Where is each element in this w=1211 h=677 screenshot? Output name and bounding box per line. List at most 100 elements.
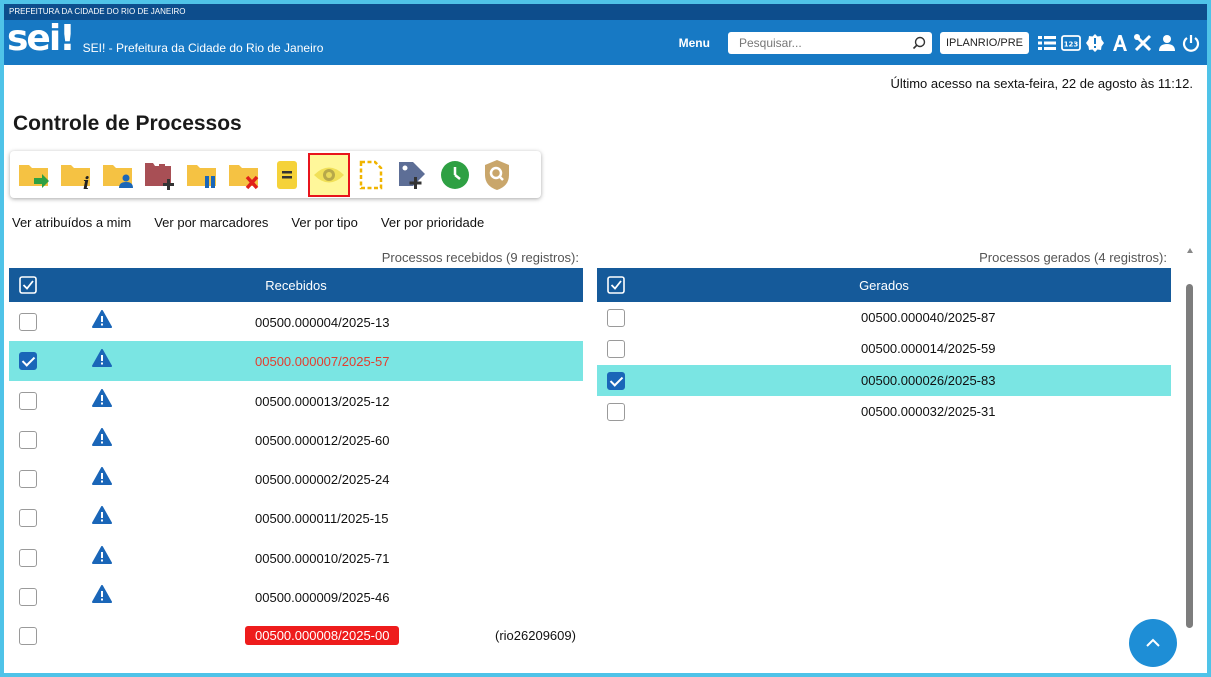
assignee-label[interactable]: (rio26209609)	[495, 628, 576, 644]
search-placeholder: Pesquisar...	[738, 35, 802, 50]
deadline-control-button[interactable]	[434, 154, 476, 196]
warning-icon[interactable]	[92, 585, 112, 604]
unit-selector-button[interactable]: IPLANRIO/PRE	[939, 31, 1029, 54]
row-checkbox[interactable]	[19, 313, 37, 331]
warning-icon[interactable]	[92, 427, 112, 446]
last-access-text: Último acesso na sexta-feira, 22 de agos…	[890, 76, 1193, 91]
row-checkbox[interactable]	[19, 430, 37, 449]
eye-icon	[314, 167, 344, 182]
send-process-button[interactable]	[14, 154, 56, 196]
back-to-top-button[interactable]	[1129, 619, 1177, 667]
scroll-up-arrow[interactable]	[1187, 248, 1193, 253]
table-row[interactable]: 00500.000007/2025-57	[9, 341, 583, 381]
row-checkbox[interactable]	[19, 391, 37, 410]
row-checkbox[interactable]	[607, 371, 625, 390]
generated-table-header: Gerados	[597, 268, 1171, 302]
mark-as-viewed-button[interactable]	[308, 152, 350, 197]
page-title: Controle de Processos	[13, 112, 242, 135]
table-row[interactable]: 00500.000040/2025-87	[597, 302, 1171, 333]
warning-icon[interactable]	[92, 467, 112, 486]
dashed-document-icon	[359, 160, 383, 189]
search-input[interactable]: Pesquisar...	[727, 31, 932, 54]
numeric-icon[interactable]: 123	[1061, 33, 1081, 53]
select-all-received-icon[interactable]	[19, 276, 37, 294]
add-to-block-button[interactable]	[140, 154, 182, 196]
logo-mark: !	[59, 18, 75, 59]
row-checkbox[interactable]	[19, 548, 37, 567]
row-checkbox[interactable]	[19, 627, 37, 646]
svg-text:i: i	[83, 174, 89, 190]
process-link[interactable]: 00500.000011/2025-15	[255, 511, 389, 527]
table-row[interactable]: 00500.000011/2025-15	[9, 498, 583, 537]
process-link[interactable]: 00500.000002/2025-24	[255, 472, 390, 488]
row-checkbox[interactable]	[19, 470, 37, 489]
process-link[interactable]: 00500.000009/2025-46	[255, 590, 390, 606]
table-row[interactable]: 00500.000012/2025-60	[9, 420, 583, 459]
svg-text:123: 123	[1064, 40, 1079, 48]
close-process-button[interactable]	[224, 154, 266, 196]
table-row[interactable]: 00500.000013/2025-12	[9, 381, 583, 420]
view-by-type-link[interactable]: Ver por tipo	[291, 215, 358, 230]
generated-processes-panel: Processos gerados (4 registros): Gerados…	[597, 248, 1171, 427]
warning-icon[interactable]	[92, 388, 112, 407]
process-link[interactable]: 00500.000012/2025-60	[255, 432, 390, 448]
scrollbar-thumb[interactable]	[1186, 284, 1193, 628]
process-link[interactable]: 00500.000032/2025-31	[861, 403, 996, 419]
process-link[interactable]: 00500.000013/2025-12	[255, 393, 390, 409]
tools-icon[interactable]	[1133, 33, 1153, 53]
row-checkbox[interactable]	[607, 340, 625, 359]
process-toolbar: i	[10, 151, 541, 198]
process-link[interactable]: 00500.000040/2025-87	[861, 310, 996, 325]
row-checkbox[interactable]	[19, 509, 37, 528]
row-checkbox[interactable]	[19, 352, 37, 371]
row-checkbox[interactable]	[607, 402, 625, 421]
row-checkbox[interactable]	[19, 588, 37, 607]
note-icon	[277, 160, 297, 189]
received-count-caption: Processos recebidos (9 registros):	[381, 250, 579, 265]
view-by-markers-link[interactable]: Ver por marcadores	[154, 215, 269, 230]
table-row[interactable]: 00500.000010/2025-71	[9, 538, 583, 577]
add-marker-button[interactable]	[392, 154, 434, 196]
table-row[interactable]: 00500.000004/2025-13	[9, 302, 583, 341]
folder-user-icon	[103, 164, 133, 188]
row-checkbox[interactable]	[607, 309, 625, 327]
user-icon[interactable]	[1157, 33, 1177, 53]
process-link[interactable]: 00500.000007/2025-57	[255, 354, 390, 370]
select-all-generated-icon[interactable]	[607, 276, 625, 294]
table-row[interactable]: 00500.000009/2025-46	[9, 577, 583, 616]
warning-icon[interactable]	[92, 310, 112, 328]
process-link[interactable]: 00500.000026/2025-83	[861, 372, 996, 388]
folder-pause-icon	[187, 164, 216, 188]
process-link[interactable]: 00500.000010/2025-71	[255, 550, 390, 566]
suspend-process-button[interactable]	[182, 154, 224, 196]
view-filters: Ver atribuídos a mim Ver por marcadores …	[12, 215, 507, 230]
view-assigned-to-me-link[interactable]: Ver atribuídos a mim	[12, 215, 132, 230]
list-icon[interactable]	[1037, 33, 1057, 53]
view-by-priority-link[interactable]: Ver por prioridade	[380, 215, 485, 230]
power-icon[interactable]	[1181, 33, 1201, 53]
logo-text: sei	[7, 18, 61, 59]
table-row[interactable]: 00500.000014/2025-59	[597, 333, 1171, 364]
process-link[interactable]: 00500.000008/2025-00	[245, 626, 400, 646]
generated-header-title: Gerados	[859, 277, 909, 293]
search-icon[interactable]	[912, 36, 926, 50]
alert-badge-icon[interactable]	[1085, 33, 1105, 53]
warning-icon[interactable]	[92, 506, 112, 525]
process-link[interactable]: 00500.000004/2025-13	[255, 315, 390, 330]
search-process-button[interactable]	[476, 154, 518, 196]
table-row[interactable]: 00500.000026/2025-83	[597, 364, 1171, 396]
process-info-button[interactable]: i	[56, 154, 98, 196]
process-link[interactable]: 00500.000014/2025-59	[861, 341, 996, 357]
table-row[interactable]: 00500.000008/2025-00 (rio26209609)	[9, 616, 583, 655]
font-size-icon[interactable]	[1109, 33, 1129, 53]
assign-process-button[interactable]	[98, 154, 140, 196]
new-document-button[interactable]	[350, 154, 392, 196]
annotation-button[interactable]	[266, 154, 308, 196]
menu-link[interactable]: Menu	[678, 35, 710, 50]
sei-logo[interactable]: sei!	[7, 18, 76, 59]
table-row[interactable]: 00500.000002/2025-24	[9, 459, 583, 498]
folder-x-icon	[229, 164, 259, 189]
warning-icon[interactable]	[92, 349, 112, 368]
table-row[interactable]: 00500.000032/2025-31	[597, 396, 1171, 427]
warning-icon[interactable]	[92, 545, 112, 564]
